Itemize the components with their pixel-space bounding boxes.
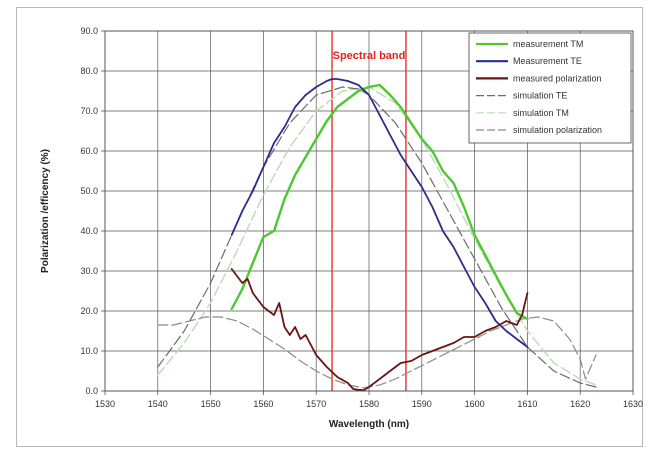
x-tick-label: 1560 xyxy=(253,399,273,409)
y-tick-label: 20.0 xyxy=(80,306,98,316)
y-tick-label: 90.0 xyxy=(80,26,98,36)
x-tick-label: 1590 xyxy=(412,399,432,409)
y-tick-label: 10.0 xyxy=(80,346,98,356)
series-line-simulation-polarization xyxy=(157,316,597,389)
y-tick-label: 60.0 xyxy=(80,146,98,156)
legend-label: simulation polarization xyxy=(513,125,602,135)
series-line-measured-polarization xyxy=(230,268,529,392)
x-tick-label: 1540 xyxy=(148,399,168,409)
legend-label: simulation TM xyxy=(513,108,569,118)
x-tick-label: 1630 xyxy=(623,399,643,409)
legend-label: Measurement TE xyxy=(513,56,582,66)
x-tick-labels: 1530 1540 1550 1560 1570 1580 1590 1600 1610 1620… xyxy=(95,399,643,409)
x-tick-label: 1620 xyxy=(570,399,590,409)
y-tick-label: 80.0 xyxy=(80,66,98,76)
x-tick-label: 1530 xyxy=(95,399,115,409)
series-layer xyxy=(157,78,597,392)
y-axis-title: Polarization /efficency (%) xyxy=(40,149,51,273)
series-line-measurement-te xyxy=(230,78,529,348)
spectral-band-lines xyxy=(331,31,407,391)
series-line-measurement-tm xyxy=(230,83,529,321)
x-tick-label: 1570 xyxy=(306,399,326,409)
legend-label: measured polarization xyxy=(513,73,602,83)
legend-box xyxy=(468,32,632,144)
x-tick-label: 1550 xyxy=(201,399,221,409)
x-tick-label: 1600 xyxy=(465,399,485,409)
y-tick-label: 70.0 xyxy=(80,106,98,116)
spectral-band-label: Spectral band xyxy=(333,50,406,62)
legend-label: measurement TM xyxy=(513,39,583,49)
plot-border xyxy=(104,30,634,392)
legend-label: simulation TE xyxy=(513,91,567,101)
x-axis-title: Wavelength (nm) xyxy=(329,419,409,430)
legend: measurement TM Measurement TE measured pol… xyxy=(468,32,632,144)
x-tick-label: 1610 xyxy=(517,399,537,409)
y-tick-label: 30.0 xyxy=(80,266,98,276)
line-chart: 0.010.020.030.040.050.060.070.080.090.0 … xyxy=(40,26,643,430)
series-line-simulation-tm xyxy=(157,86,597,386)
y-tick-label: 0.0 xyxy=(85,386,98,396)
x-tick-label: 1580 xyxy=(359,399,379,409)
chart-frame: 0.0 10.0 20.0 30.0 40.0 50.0 60.0 70.0 80.0 90.0 … xyxy=(16,7,643,447)
y-tick-labels: 0.0 10.0 20.0 30.0 40.0 50.0 60.0 70.0 80.0 90.0 xyxy=(80,26,98,396)
y-tick-label: 40.0 xyxy=(80,226,98,236)
y-tick-label: 50.0 xyxy=(80,186,98,196)
